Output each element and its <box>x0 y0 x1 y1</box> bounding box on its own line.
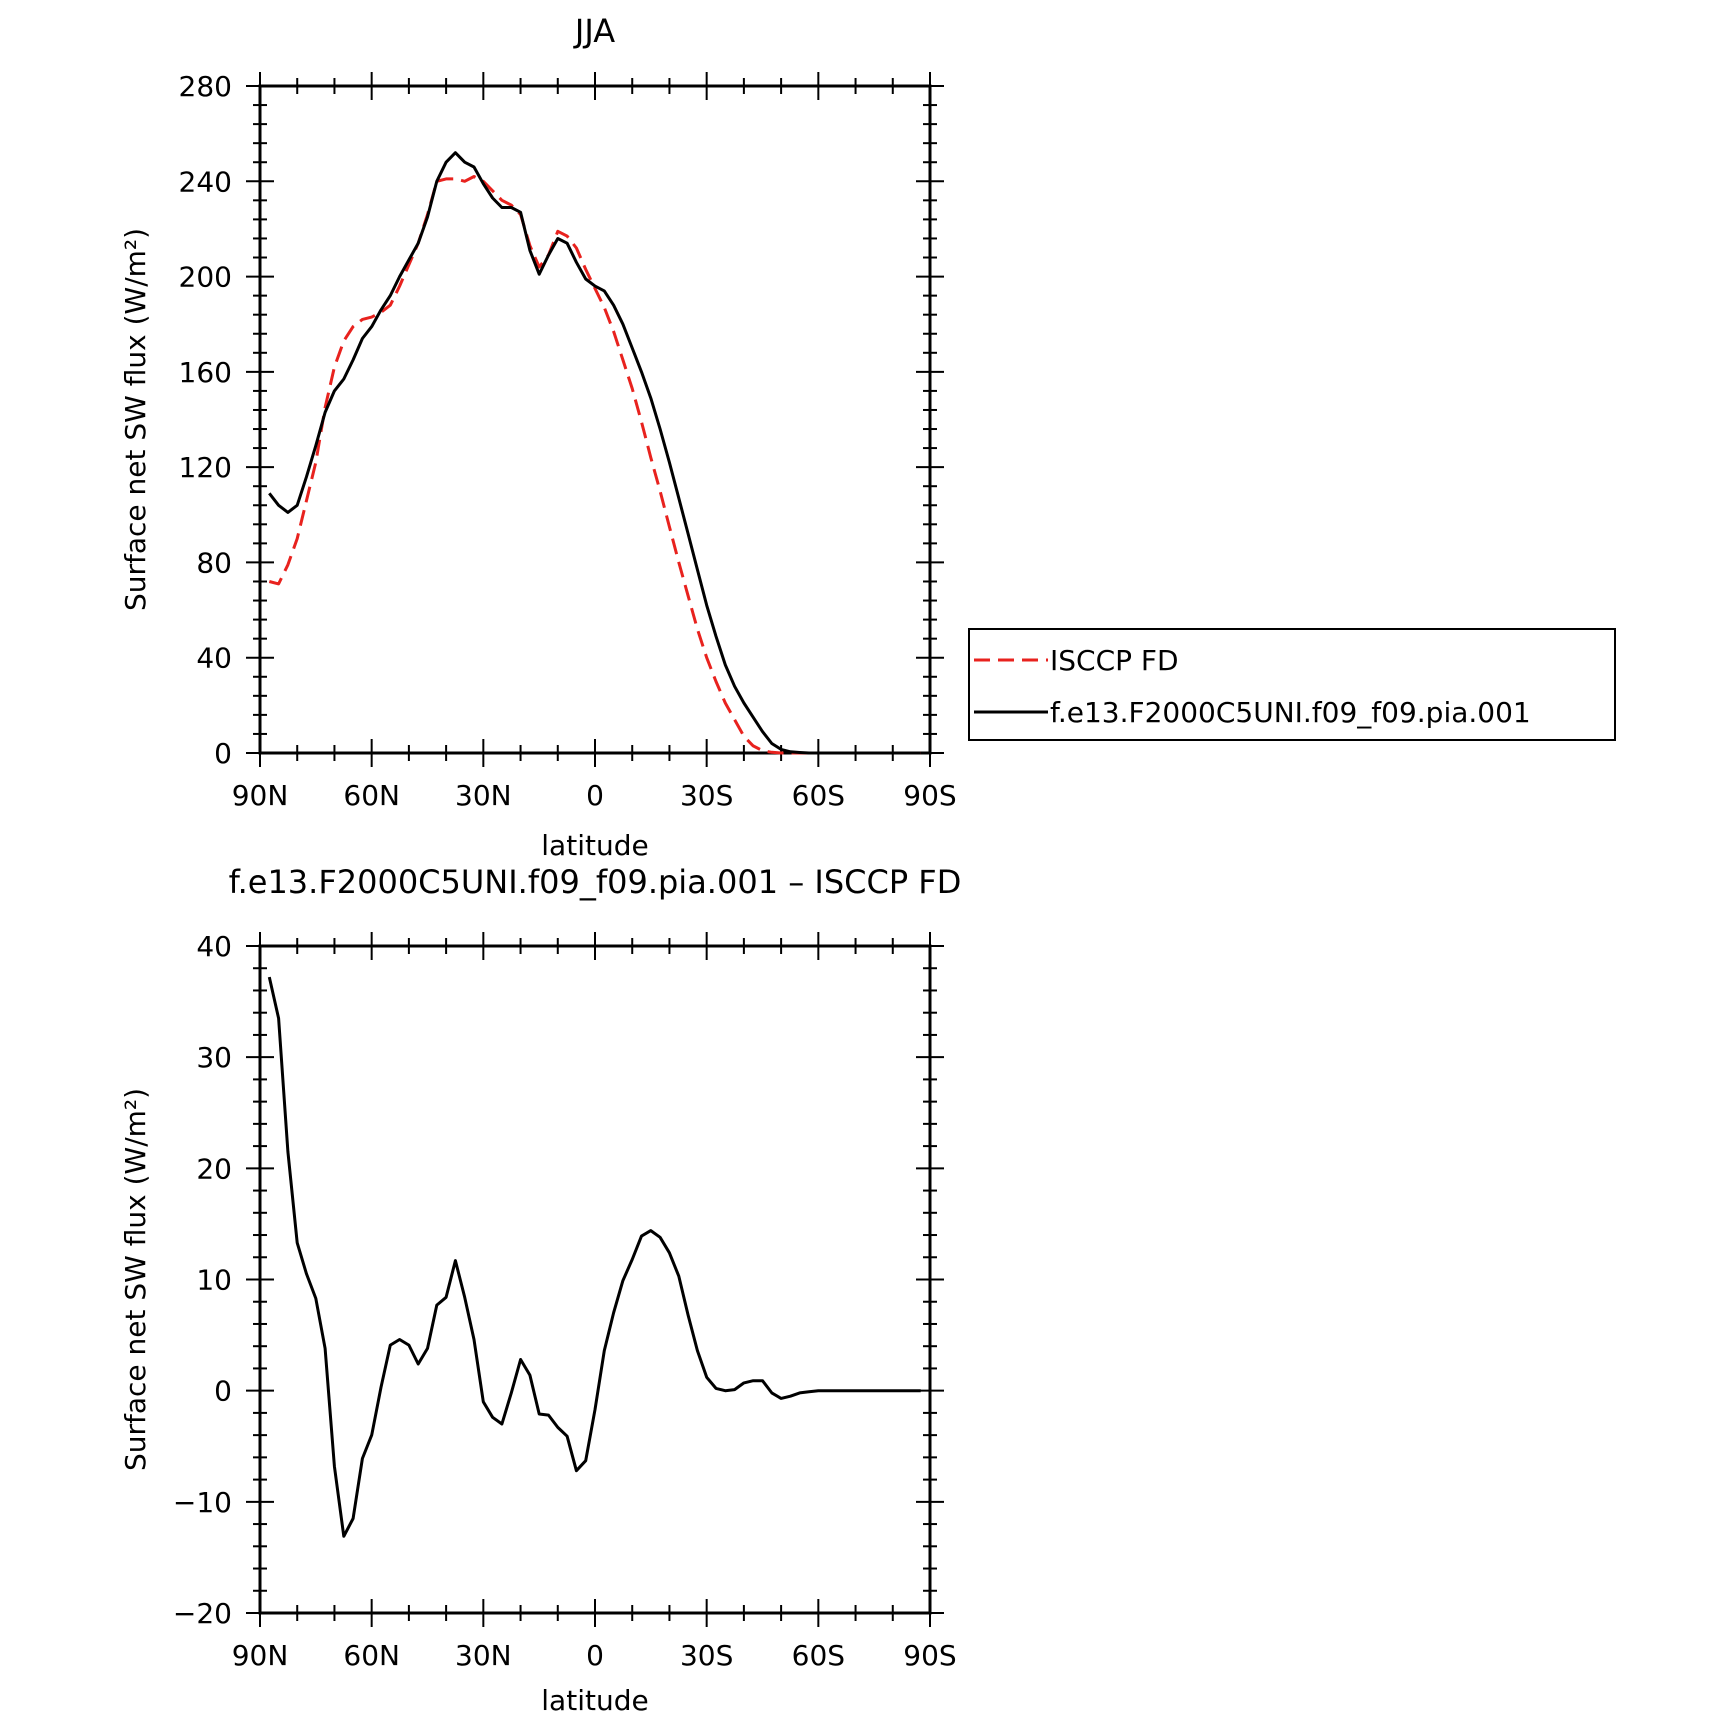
bottom-series-line-0 <box>267 976 921 1538</box>
bottom-x-tick-label: 60S <box>792 1639 845 1672</box>
top-chart-title: JJA <box>573 12 615 50</box>
top-series-line-0 <box>268 175 921 755</box>
top-chart-panel: 90N 60N 30N 0 30S 60S 90S 0 40 80 120 160 200 240 280 l… <box>119 12 957 862</box>
top-y-tick-label: 240 <box>179 165 232 198</box>
legend-box <box>968 628 1616 741</box>
top-x-tick-label: 30S <box>680 779 733 812</box>
top-y-axis-label: Surface net SW flux (W/m²) <box>119 228 152 611</box>
top-y-tick-label: 160 <box>179 356 232 389</box>
bottom-x-tick-label: 90N <box>232 1639 289 1672</box>
bottom-x-tick-label: 90S <box>903 1639 956 1672</box>
bottom-x-tick-label: 30S <box>680 1639 733 1672</box>
top-series-line-1 <box>268 151 921 755</box>
top-y-tick-label: 200 <box>179 261 232 294</box>
bottom-x-tick-label: 30N <box>455 1639 512 1672</box>
bottom-chart-title: f.e13.F2000C5UNI.f09_f09.pia.001 – ISCCP… <box>229 863 962 901</box>
top-y-tick-label: 80 <box>196 546 232 579</box>
bottom-y-axis-label: Surface net SW flux (W/m²) <box>119 1088 152 1471</box>
top-x-axis-label: latitude <box>541 829 648 862</box>
bottom-y-tick-label: 20 <box>196 1152 232 1185</box>
top-x-tick-label: 0 <box>586 779 604 812</box>
top-x-tick-label: 60N <box>343 779 400 812</box>
bottom-y-tick-label: 40 <box>196 930 232 963</box>
bottom-x-tick-label: 0 <box>586 1639 604 1672</box>
bottom-x-tick-label: 60N <box>343 1639 400 1672</box>
top-y-tick-label: 40 <box>196 642 232 675</box>
bottom-x-axis-label: latitude <box>541 1684 648 1712</box>
bottom-y-tick-label: 10 <box>196 1264 232 1297</box>
bottom-y-tick-label: −20 <box>173 1597 232 1630</box>
legend-entry-label: f.e13.F2000C5UNI.f09_f09.pia.001 <box>1050 696 1531 729</box>
bottom-tick-marks <box>246 932 944 1627</box>
legend-entry-label: ISCCP FD <box>1050 644 1179 677</box>
top-y-tick-label: 280 <box>179 70 232 103</box>
bottom-y-tick-label: 0 <box>214 1375 232 1408</box>
bottom-y-tick-label: 30 <box>196 1041 232 1074</box>
top-y-tick-label: 120 <box>179 451 232 484</box>
top-x-tick-label: 30N <box>455 779 512 812</box>
bottom-chart-panel: 90N 60N 30N 0 30S 60S 90S −20 −10 0 10 20 30 40 latitu… <box>119 863 961 1712</box>
top-tick-marks <box>246 72 944 767</box>
chart-legend: ISCCP FD f.e13.F2000C5UNI.f09_f09.pia.001 <box>968 628 1616 741</box>
top-y-tick-label: 0 <box>214 737 232 770</box>
bottom-y-tick-label: −10 <box>173 1486 232 1519</box>
top-x-tick-label: 90S <box>903 779 956 812</box>
top-x-tick-label: 60S <box>792 779 845 812</box>
top-x-tick-label: 90N <box>232 779 289 812</box>
